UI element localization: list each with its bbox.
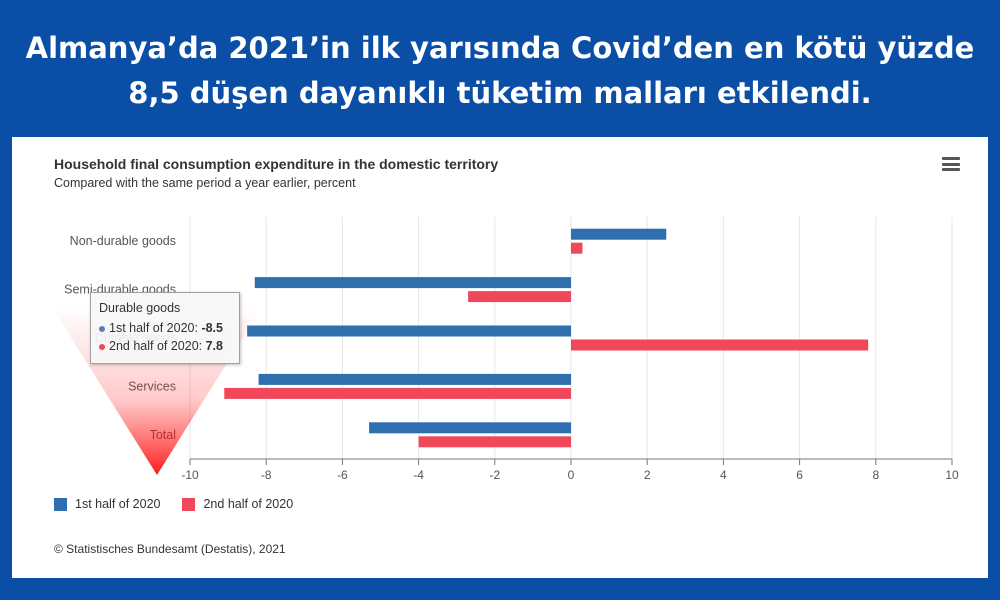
legend-label-1st-half: 1st half of 2020 xyxy=(75,497,161,511)
x-tick-label: -8 xyxy=(261,468,272,482)
bar-2nd-half[interactable] xyxy=(571,339,869,351)
bars xyxy=(224,228,869,448)
x-tick-label: 10 xyxy=(945,468,959,482)
tooltip-row-2: 2nd half of 2020: 7.8 xyxy=(99,339,231,353)
chart-credit: © Statistisches Bundesamt (Destatis), 20… xyxy=(54,542,286,556)
bar-2nd-half[interactable] xyxy=(571,242,583,254)
bar-1st-half[interactable] xyxy=(254,277,571,289)
tooltip-title: Durable goods xyxy=(99,301,181,315)
bar-1st-half[interactable] xyxy=(571,228,667,240)
bar-2nd-half[interactable] xyxy=(418,436,571,448)
x-tick-label: -10 xyxy=(181,468,199,482)
bar-1st-half[interactable] xyxy=(247,325,571,337)
x-tick-label: 8 xyxy=(872,468,879,482)
x-tick-label: 6 xyxy=(796,468,803,482)
bar-2nd-half[interactable] xyxy=(468,291,571,303)
tooltip-dot-2 xyxy=(99,343,105,350)
bar-2nd-half[interactable] xyxy=(224,387,572,399)
legend-swatch-1st-half xyxy=(54,497,67,511)
x-tick-label: 4 xyxy=(720,468,727,482)
legend-item-2nd-half[interactable]: 2nd half of 2020 xyxy=(182,497,293,511)
headline-line-2: 8,5 düşen dayanıklı tüketim malları etki… xyxy=(128,76,872,110)
x-tick-label: 2 xyxy=(644,468,651,482)
legend: 1st half of 2020 2nd half of 2020 xyxy=(54,497,293,511)
legend-item-1st-half[interactable]: 1st half of 2020 xyxy=(54,497,160,511)
x-tick-label: -6 xyxy=(337,468,348,482)
chart-subtitle: Compared with the same period a year ear… xyxy=(54,176,356,190)
legend-label-2nd-half: 2nd half of 2020 xyxy=(203,497,294,511)
tooltip-row-1-value: -8.5 xyxy=(201,321,223,335)
x-tick-label: -4 xyxy=(413,468,424,482)
headline-line-1: Almanya’da 2021’in ilk yarısında Covid’d… xyxy=(25,31,975,65)
headline: Almanya’da 2021’in ilk yarısında Covid’d… xyxy=(20,26,980,116)
tooltip-row-2-value: 7.8 xyxy=(205,339,223,353)
legend-swatch-2nd-half xyxy=(182,497,196,511)
tooltip-dot-1 xyxy=(99,325,105,332)
chart-card: Household final consumption expenditure … xyxy=(12,137,988,578)
tooltip: Durable goods 1st half of 2020: -8.5 2nd… xyxy=(90,292,240,364)
bar-1st-half[interactable] xyxy=(258,373,571,385)
category-label: Non-durable goods xyxy=(70,234,176,248)
hamburger-menu-icon[interactable] xyxy=(942,157,960,171)
x-tick-label: -2 xyxy=(489,468,500,482)
x-tick-label: 0 xyxy=(568,468,575,482)
bar-1st-half[interactable] xyxy=(369,422,571,434)
tooltip-row-1-label: 1st half of 2020: xyxy=(109,321,202,335)
x-axis: -10 -8 -6 -4 -2 0 2 4 6 8 10 xyxy=(181,458,959,482)
chart-title: Household final consumption expenditure … xyxy=(54,156,499,172)
tooltip-row-1: 1st half of 2020: -8.5 xyxy=(99,321,231,335)
tooltip-row-2-label: 2nd half of 2020: xyxy=(109,339,206,353)
